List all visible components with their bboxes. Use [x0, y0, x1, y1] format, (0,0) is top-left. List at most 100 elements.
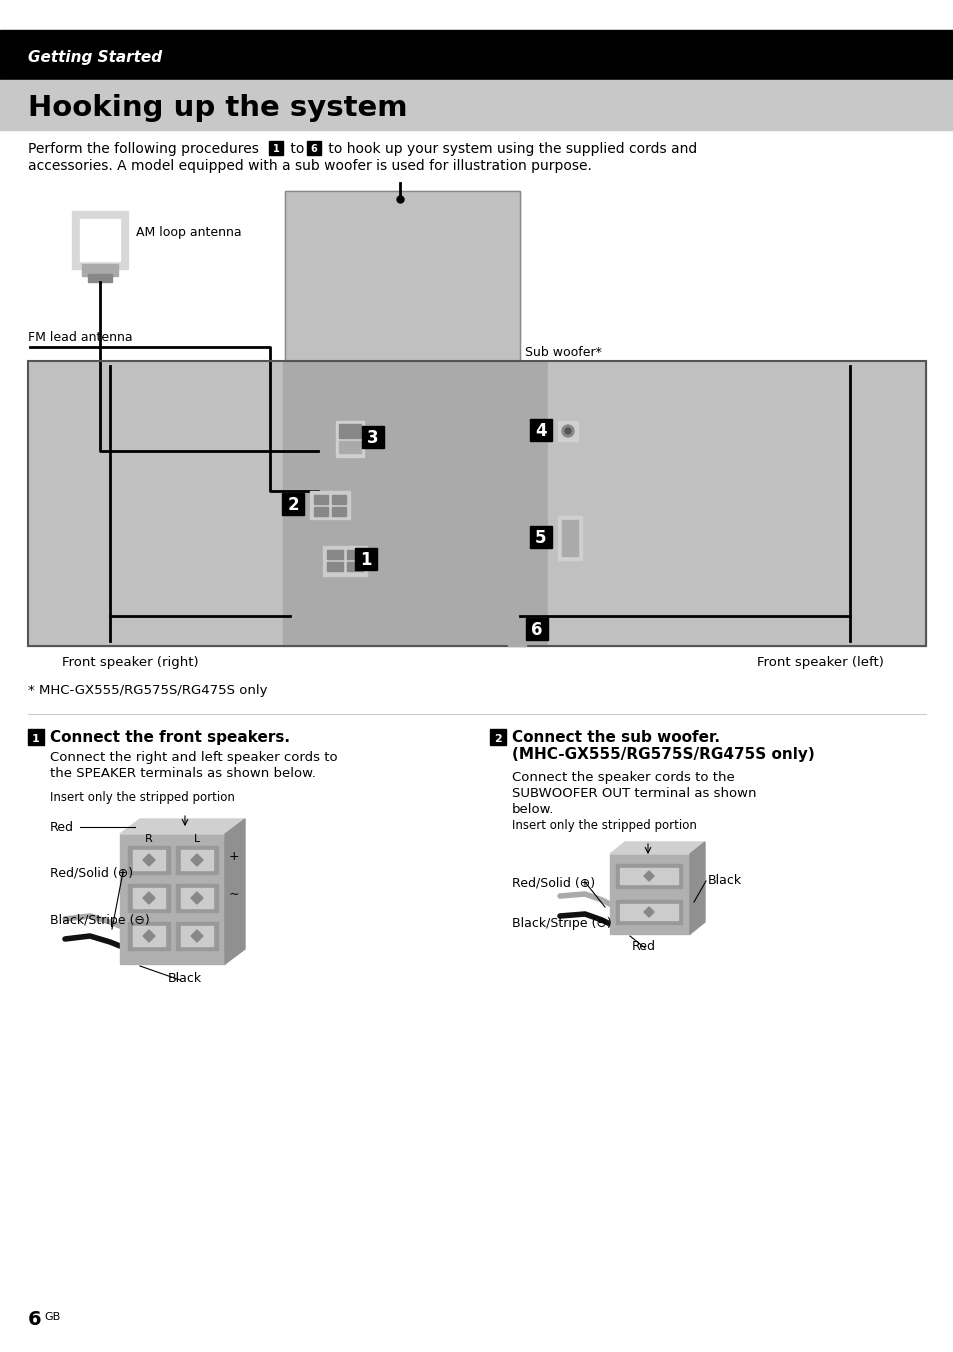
Bar	[175, 846, 218, 873]
Text: Black: Black	[707, 873, 741, 887]
Bar	[283, 361, 547, 646]
Bar	[128, 884, 170, 913]
Text: 6: 6	[311, 145, 317, 154]
Text: 4: 4	[535, 422, 546, 439]
Bar	[530, 419, 552, 441]
Circle shape	[561, 425, 574, 437]
Text: 2: 2	[494, 734, 501, 744]
Text: the SPEAKER terminals as shown below.: the SPEAKER terminals as shown below.	[50, 767, 315, 780]
Text: 1: 1	[360, 552, 372, 569]
Text: to hook up your system using the supplied cords and: to hook up your system using the supplie…	[324, 142, 697, 155]
Bar	[332, 495, 346, 504]
Bar	[619, 868, 678, 884]
Bar	[181, 888, 213, 909]
Bar	[71, 211, 128, 269]
Bar	[561, 521, 578, 556]
Text: R: R	[145, 834, 152, 844]
Polygon shape	[143, 854, 154, 867]
Text: GB: GB	[44, 1311, 60, 1322]
Bar	[616, 864, 681, 888]
Text: ~: ~	[229, 888, 239, 900]
Polygon shape	[143, 930, 154, 942]
Bar	[269, 141, 283, 155]
Bar	[347, 550, 363, 558]
Bar	[558, 516, 581, 560]
Text: Red/Solid (⊕): Red/Solid (⊕)	[512, 877, 595, 890]
Bar	[347, 562, 363, 571]
Bar	[82, 264, 118, 276]
Bar	[0, 30, 953, 80]
Bar	[507, 621, 525, 646]
Text: Black/Stripe (⊖): Black/Stripe (⊖)	[512, 917, 611, 930]
Bar	[175, 884, 218, 913]
Bar	[307, 141, 320, 155]
Bar	[338, 425, 360, 438]
Bar	[181, 850, 213, 869]
Bar	[355, 548, 376, 571]
Text: Sub woofer*: Sub woofer*	[524, 346, 601, 360]
Text: 6: 6	[28, 1310, 42, 1329]
Bar	[323, 546, 367, 576]
Text: Front speaker (right): Front speaker (right)	[62, 656, 198, 669]
Text: Connect the right and left speaker cords to: Connect the right and left speaker cords…	[50, 750, 337, 764]
Bar	[490, 729, 505, 745]
Text: L: L	[193, 834, 200, 844]
Text: FM lead antenna: FM lead antenna	[28, 331, 132, 343]
Bar	[314, 495, 328, 504]
Bar	[619, 904, 678, 919]
Bar	[616, 900, 681, 923]
Text: Black/Stripe (⊖): Black/Stripe (⊖)	[50, 914, 150, 927]
Polygon shape	[143, 892, 154, 904]
Bar	[285, 191, 519, 361]
Bar	[335, 420, 364, 457]
Bar	[28, 187, 925, 760]
Bar	[132, 888, 165, 909]
Text: AM loop antenna: AM loop antenna	[136, 226, 241, 239]
Circle shape	[564, 429, 571, 434]
Text: below.: below.	[512, 803, 554, 817]
Bar	[314, 507, 328, 516]
Bar	[128, 922, 170, 950]
Bar	[338, 441, 360, 453]
Bar	[285, 191, 519, 361]
Bar	[28, 729, 44, 745]
Polygon shape	[643, 907, 654, 917]
Bar	[80, 219, 120, 261]
Text: Red: Red	[50, 821, 74, 834]
Bar	[120, 834, 225, 964]
Text: Getting Started: Getting Started	[28, 50, 162, 65]
Bar	[310, 491, 350, 519]
Text: Connect the front speakers.: Connect the front speakers.	[50, 730, 290, 745]
Bar	[558, 420, 578, 441]
Bar	[547, 361, 925, 646]
Bar	[525, 618, 547, 639]
Text: Insert only the stripped portion: Insert only the stripped portion	[50, 791, 234, 804]
Bar	[132, 850, 165, 869]
Text: Perform the following procedures: Perform the following procedures	[28, 142, 263, 155]
Text: Hooking up the system: Hooking up the system	[28, 95, 407, 122]
Bar	[128, 846, 170, 873]
Polygon shape	[225, 819, 245, 964]
Text: 5: 5	[535, 529, 546, 548]
Text: Red/Solid (⊕): Red/Solid (⊕)	[50, 867, 133, 880]
Bar	[28, 361, 283, 646]
Bar	[181, 926, 213, 946]
Polygon shape	[689, 842, 704, 934]
Text: Connect the sub woofer.: Connect the sub woofer.	[512, 730, 720, 745]
Text: 1: 1	[273, 145, 279, 154]
Text: +: +	[229, 850, 239, 863]
Polygon shape	[191, 930, 203, 942]
Bar	[132, 926, 165, 946]
Bar	[88, 274, 112, 283]
Text: 3: 3	[367, 429, 378, 448]
Polygon shape	[609, 842, 704, 854]
Bar	[530, 526, 552, 548]
Text: (MHC-GX555/RG575S/RG475S only): (MHC-GX555/RG575S/RG475S only)	[512, 748, 814, 763]
Bar	[332, 507, 346, 516]
Polygon shape	[191, 892, 203, 904]
Bar	[609, 854, 689, 934]
Bar	[361, 426, 384, 448]
Bar	[28, 361, 925, 646]
Polygon shape	[120, 819, 245, 834]
Text: accessories. A model equipped with a sub woofer is used for illustration purpose: accessories. A model equipped with a sub…	[28, 160, 591, 173]
